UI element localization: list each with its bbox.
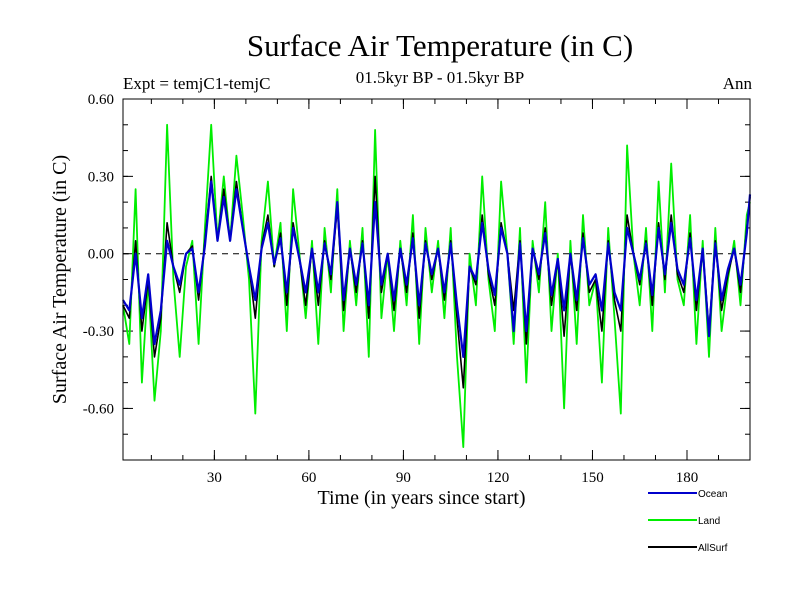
- y-tick-label: 0.30: [88, 169, 114, 185]
- chart-title: Surface Air Temperature (in C): [246, 28, 634, 63]
- y-axis-title: Surface Air Temperature (in C): [49, 155, 71, 404]
- chart-subtitle: 01.5kyr BP - 01.5kyr BP: [355, 68, 525, 87]
- y-tick-label: -0.30: [83, 324, 114, 340]
- legend: Ocean Land AllSurf: [648, 489, 728, 554]
- y-tick-label: 0.60: [88, 92, 114, 108]
- y-tick-label: 0.00: [88, 247, 114, 263]
- season-label: Ann: [722, 74, 752, 93]
- series-line-ocean: [122, 180, 752, 358]
- x-tick-label: 90: [396, 470, 411, 486]
- experiment-label: Expt = temjC1-temjC: [123, 74, 271, 93]
- x-tick-label: 120: [487, 470, 510, 486]
- legend-label-allsurf: AllSurf: [698, 543, 728, 554]
- tick-layer: [123, 98, 750, 461]
- series-line-land: [122, 123, 751, 449]
- legend-label-land: Land: [698, 516, 720, 527]
- x-tick-label: 60: [301, 470, 316, 486]
- legend-label-ocean: Ocean: [698, 489, 727, 500]
- tick-labels: 30 60 90 120 150 180 0.60 0.30 0.00 -0.30 -0.60: [83, 92, 698, 486]
- y-tick-label: -0.60: [83, 401, 114, 417]
- series-layer: [122, 123, 752, 449]
- x-tick-label: 30: [207, 470, 222, 486]
- x-axis-title: Time (in years since start): [317, 487, 525, 509]
- x-tick-label: 180: [676, 470, 699, 486]
- plot-frame: [122, 98, 751, 461]
- series-line-allsurf: [122, 175, 751, 389]
- x-tick-label: 150: [581, 470, 604, 486]
